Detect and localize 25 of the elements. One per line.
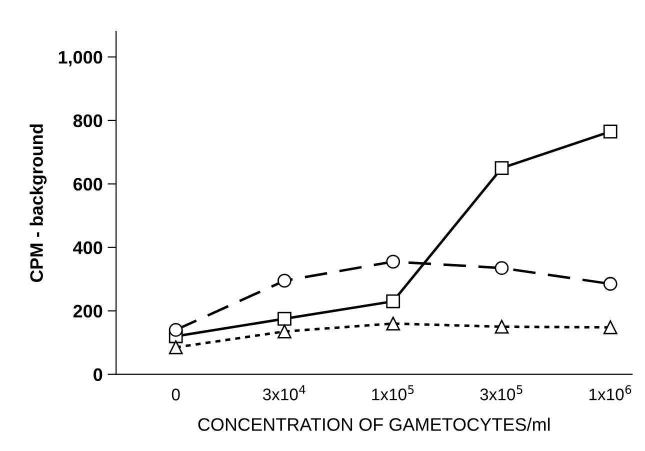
point	[168, 340, 183, 354]
y-tick-label: 400	[73, 241, 102, 254]
point	[386, 294, 400, 308]
y-axis-title: CPM - background	[30, 124, 47, 282]
point	[494, 161, 509, 175]
y-tick-label: 800	[73, 114, 102, 128]
x-axis-title: CONCENTRATION OF GAMETOCYTES/ml	[198, 418, 550, 431]
point	[168, 322, 183, 337]
x-tick-label: 1x10$^{5}$	[372, 385, 414, 400]
y-tick-label: 600	[73, 178, 102, 191]
x-tick-label: 3x10$^{4}$	[262, 385, 306, 400]
point	[278, 324, 292, 338]
point	[603, 124, 618, 138]
point	[278, 274, 292, 288]
point	[603, 276, 618, 291]
y-tick-label: 200	[73, 304, 102, 318]
y-tick-label: 1,000	[58, 50, 102, 66]
x-tick-label: 1x10$^{6}$	[589, 385, 632, 400]
x-tick-label: 0	[172, 388, 180, 400]
y-tick-label: 0	[94, 368, 102, 382]
point	[386, 254, 400, 269]
point	[278, 312, 292, 326]
x-tick-label: 3x10$^{5}$	[480, 385, 522, 400]
point	[603, 320, 618, 334]
point	[494, 261, 509, 275]
